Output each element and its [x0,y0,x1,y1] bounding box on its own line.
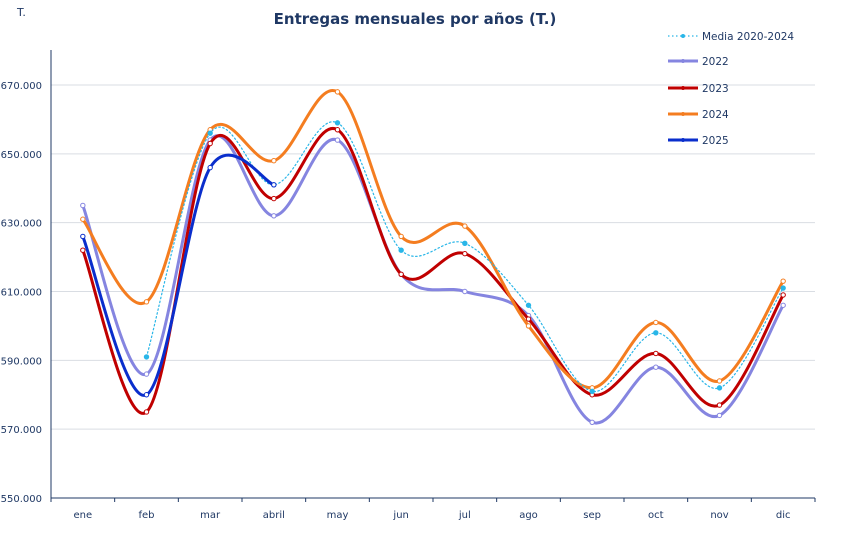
legend: Media 2020-2024 2022 2023 2024 2025 [668,31,794,147]
series-line-2025 [81,153,276,397]
legend-label-2023: 2023 [702,83,729,95]
data-point-2024 [80,216,86,222]
series-line-2024 [81,89,785,390]
legend-label-media-2020-2024: Media 2020-2024 [702,31,794,43]
data-point-2023 [398,271,404,277]
data-point-2025 [143,392,150,398]
legend-marker-2024 [681,112,685,116]
legend-marker-2023 [681,86,685,90]
x-tick-label: mar [200,510,221,521]
data-point-2023 [716,402,723,408]
data-point-media-2020-2024 [780,285,786,291]
x-tick-label: abril [263,510,285,521]
y-tick-label: 570.000 [1,425,42,436]
data-point-2023 [80,247,86,253]
data-point-2023 [653,350,659,357]
data-point-2024 [780,278,786,284]
data-point-2022 [334,137,341,143]
data-point-2022 [462,288,468,295]
data-point-2022 [716,412,723,419]
data-point-2022 [780,302,786,308]
data-point-2024 [398,233,404,240]
data-point-2023 [525,316,532,322]
data-point-media-2020-2024 [143,354,150,360]
data-point-2022 [653,364,659,370]
data-point-media-2020-2024 [207,130,213,136]
y-tick-label: 550.000 [1,494,42,505]
chart-title: Entregas mensuales por años (T.) [274,10,557,28]
series-lines [80,89,786,425]
data-point-2023 [462,250,468,257]
data-point-2025 [271,182,277,188]
x-tick-label: dic [776,510,791,521]
data-point-2024 [334,89,341,95]
data-point-2023 [334,127,341,133]
series-line-media-2020-2024 [145,121,784,392]
legend-marker-2025 [681,138,685,142]
x-tick-label: may [327,510,349,521]
series-line-2022 [81,134,785,425]
y-tick-label: 610.000 [1,288,42,299]
legend-label-2024: 2024 [702,109,729,121]
y-tick-label: 670.000 [1,81,42,92]
legend-marker-media-2020-2024 [681,34,685,38]
data-point-2023 [143,409,150,415]
data-point-media-2020-2024 [589,388,595,395]
data-point-2023 [207,140,213,147]
x-tick-label: ene [74,510,93,521]
data-point-2024 [525,323,532,329]
legend-label-2022: 2022 [702,56,729,68]
data-point-media-2020-2024 [653,330,659,336]
y-tick-label: 650.000 [1,150,42,161]
data-point-2024 [716,378,723,384]
data-point-2025 [80,233,86,240]
data-point-2022 [80,202,86,209]
y-axis-unit-label: T. [16,6,26,19]
data-point-media-2020-2024 [398,247,404,253]
data-point-2022 [589,419,595,425]
data-point-2023 [780,292,786,298]
x-tick-label: oct [648,510,664,521]
data-point-2025 [207,164,213,171]
data-point-media-2020-2024 [525,302,532,308]
data-point-2024 [143,299,150,305]
data-point-media-2020-2024 [334,120,341,126]
data-point-2024 [653,319,659,326]
x-tick-label: nov [710,510,728,521]
data-point-media-2020-2024 [462,240,468,247]
data-point-2024 [271,158,277,164]
y-tick-label: 590.000 [1,356,42,367]
data-point-2022 [271,213,277,219]
series-line-2023 [81,126,785,415]
data-point-2024 [462,223,468,229]
axes: 550.000 570.000 590.000 610.000 630.000 650.0… [1,50,816,521]
data-point-media-2020-2024 [716,385,723,391]
legend-marker-2022 [681,59,685,63]
data-point-2022 [143,371,150,377]
data-point-2023 [271,195,277,202]
y-tick-label: 630.000 [1,219,42,230]
x-tick-label: feb [138,510,154,521]
x-tick-label: ago [519,510,538,521]
x-tick-label: jun [392,510,408,521]
x-tick-label: sep [583,510,601,521]
legend-label-2025: 2025 [702,135,729,147]
x-tick-label: jul [458,510,471,521]
gridlines [51,84,815,430]
